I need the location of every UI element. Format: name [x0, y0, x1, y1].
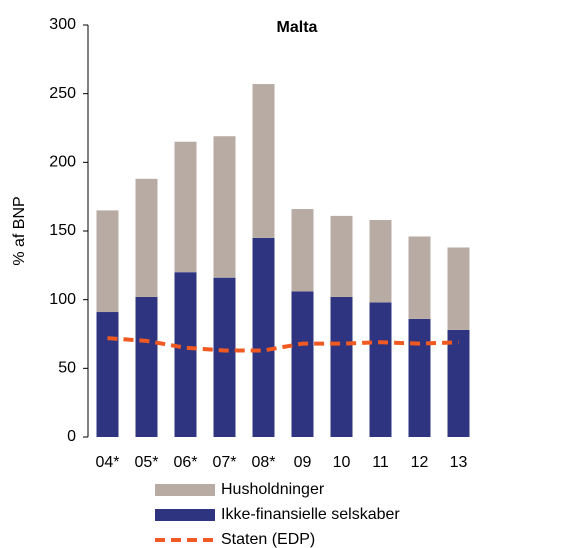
bar: [213, 136, 236, 278]
y-tick-label: 0: [67, 428, 76, 445]
x-tick-label: 05*: [134, 454, 158, 471]
y-tick-label: 100: [49, 291, 76, 308]
legend-swatch: [155, 509, 215, 521]
y-tick-label: 300: [49, 16, 76, 33]
y-axis-label: % af BNP: [11, 196, 28, 265]
bar: [369, 302, 392, 437]
x-tick-label: 08*: [251, 454, 275, 471]
bar: [330, 296, 353, 437]
x-tick-label: 11: [372, 454, 389, 471]
x-tick-label: 07*: [212, 454, 236, 471]
bar: [96, 210, 119, 313]
bar: [96, 312, 119, 437]
x-tick-label: 12: [411, 454, 429, 471]
bar: [135, 178, 158, 297]
x-tick-label: 04*: [95, 454, 119, 471]
x-tick-label: 06*: [173, 454, 197, 471]
y-tick-label: 200: [49, 154, 76, 171]
bar: [447, 247, 470, 330]
x-tick-label: 09: [294, 454, 312, 471]
y-tick-label: 250: [49, 85, 76, 102]
y-tick-label: 150: [49, 222, 76, 239]
bar: [252, 84, 275, 238]
bar: [174, 141, 197, 273]
y-tick-label: 50: [58, 360, 76, 377]
bar: [408, 318, 431, 437]
bar: [369, 220, 392, 303]
bar: [213, 277, 236, 437]
line: [107, 336, 459, 353]
bar: [408, 236, 431, 319]
bar: [135, 296, 158, 437]
legend-label: Staten (EDP): [221, 531, 315, 548]
bar: [174, 272, 197, 437]
legend-swatch: [155, 484, 215, 496]
bar: [291, 209, 314, 292]
bar: [330, 215, 353, 297]
bar: [447, 329, 470, 437]
bar: [252, 237, 275, 437]
x-tick-label: 13: [450, 454, 468, 471]
legend-label: Husholdninger: [221, 481, 325, 498]
chart-title: Malta: [277, 19, 318, 36]
x-tick-label: 10: [333, 454, 351, 471]
bar: [291, 291, 314, 437]
legend-label: Ikke-finansielle selskaber: [221, 506, 400, 523]
